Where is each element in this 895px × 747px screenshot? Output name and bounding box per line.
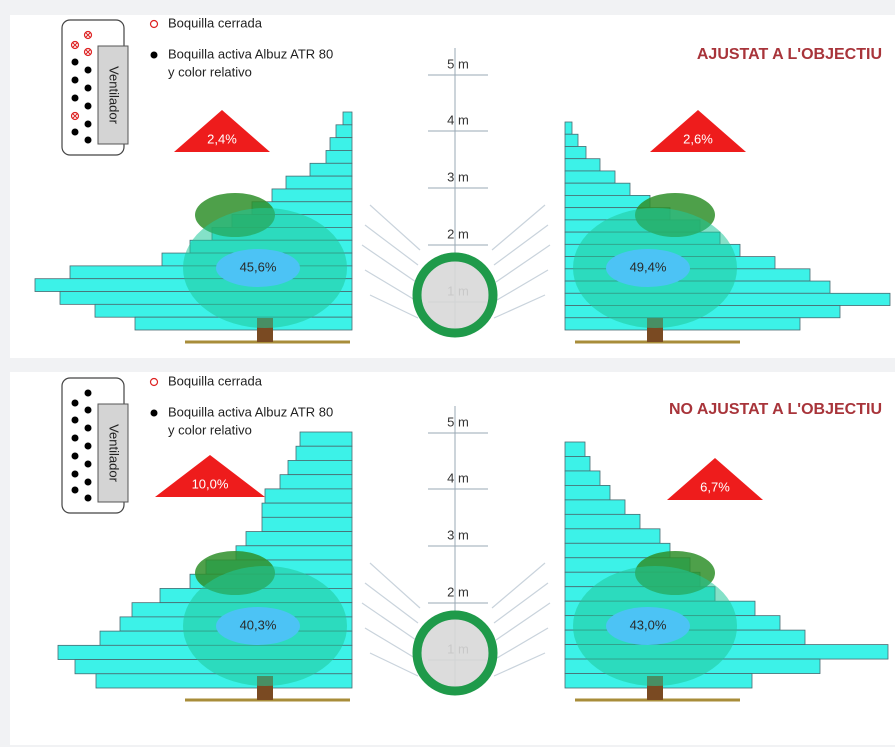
spray-bar: [565, 500, 625, 514]
loss-pct: 2,4%: [207, 131, 237, 146]
active-nozzle: [72, 59, 79, 66]
active-nozzle: [72, 487, 79, 494]
scale-label: 3 m: [447, 527, 469, 542]
legend-active: Boquilla activa Albuz ATR 80: [168, 404, 333, 419]
legend-active-icon: [151, 52, 158, 59]
spray-bar: [565, 183, 630, 195]
page: 45,6%49,4%2,4%2,6%5 m4 m3 m2 m1 mVentila…: [0, 0, 895, 747]
panel: 45,6%49,4%2,4%2,6%5 m4 m3 m2 m1 mVentila…: [10, 15, 895, 358]
canopy-pct: 40,3%: [240, 617, 277, 632]
active-nozzle: [72, 95, 79, 102]
fan-label: Ventilador: [107, 66, 122, 124]
spray-bar: [565, 514, 640, 528]
spray-bar: [288, 460, 352, 474]
scale-label: 2 m: [447, 584, 469, 599]
spray-bar: [343, 112, 352, 125]
spray-bar: [565, 442, 585, 456]
scale-label: 3 m: [447, 169, 469, 184]
active-nozzle: [72, 453, 79, 460]
spray-bar: [565, 171, 615, 183]
spray-bar: [286, 176, 352, 189]
canopy-pct: 43,0%: [630, 617, 667, 632]
canopy-pct: 45,6%: [240, 259, 277, 274]
spray-bar: [565, 471, 600, 485]
sprayer: [417, 615, 493, 691]
active-nozzle: [85, 103, 92, 110]
spray-bar: [565, 529, 660, 543]
panel-title: AJUSTAT A L'OBJECTIU: [697, 46, 882, 63]
active-nozzle: [85, 443, 92, 450]
active-nozzle: [72, 417, 79, 424]
loss-pct: 6,7%: [700, 479, 730, 494]
active-nozzle: [85, 85, 92, 92]
spray-bar: [262, 503, 352, 517]
spray-bar: [326, 150, 352, 163]
active-nozzle: [72, 129, 79, 136]
active-nozzle: [85, 495, 92, 502]
active-nozzle: [85, 407, 92, 414]
spray-bar: [565, 159, 600, 171]
scale-label: 2 m: [447, 226, 469, 241]
active-nozzle: [72, 400, 79, 407]
spray-bar: [300, 432, 352, 446]
spray-bar: [336, 125, 352, 138]
spray-bar: [565, 485, 610, 499]
panel: 40,3%43,0%10,0%6,7%5 m4 m3 m2 m1 mVentil…: [10, 372, 895, 745]
active-nozzle: [85, 121, 92, 128]
loss-pct: 10,0%: [192, 476, 229, 491]
spray-bar: [565, 134, 578, 146]
spray-bar: [262, 517, 352, 531]
spray-bar: [330, 138, 352, 151]
legend-active: y color relativo: [168, 64, 252, 79]
sprayer: [417, 257, 493, 333]
legend-closed: Boquilla cerrada: [168, 15, 263, 30]
spray-bar: [265, 489, 352, 503]
spray-bar: [296, 446, 352, 460]
panel-title: NO AJUSTAT A L'OBJECTIU: [669, 401, 882, 418]
canopy-pct: 49,4%: [630, 259, 667, 274]
legend-active-icon: [151, 410, 158, 417]
scale-label: 4 m: [447, 470, 469, 485]
active-nozzle: [85, 137, 92, 144]
spray-bar: [310, 163, 352, 176]
loss-pct: 2,6%: [683, 131, 713, 146]
active-nozzle: [72, 77, 79, 84]
scale-label: 5 m: [447, 414, 469, 429]
active-nozzle: [72, 471, 79, 478]
spray-bar: [565, 146, 586, 158]
active-nozzle: [85, 390, 92, 397]
spray-bar: [565, 122, 572, 134]
active-nozzle: [85, 425, 92, 432]
spray-bar: [272, 189, 352, 202]
spray-bar: [246, 532, 352, 546]
active-nozzle: [85, 67, 92, 74]
scale-label: 5 m: [447, 56, 469, 71]
legend-active: y color relativo: [168, 422, 252, 437]
fan-label: Ventilador: [107, 424, 122, 482]
spray-bar: [280, 475, 352, 489]
spray-bar: [565, 195, 650, 207]
active-nozzle: [72, 435, 79, 442]
active-nozzle: [85, 479, 92, 486]
active-nozzle: [85, 461, 92, 468]
legend-closed: Boquilla cerrada: [168, 373, 263, 388]
legend-active: Boquilla activa Albuz ATR 80: [168, 46, 333, 61]
spray-bar: [565, 456, 590, 470]
scale-label: 4 m: [447, 112, 469, 127]
